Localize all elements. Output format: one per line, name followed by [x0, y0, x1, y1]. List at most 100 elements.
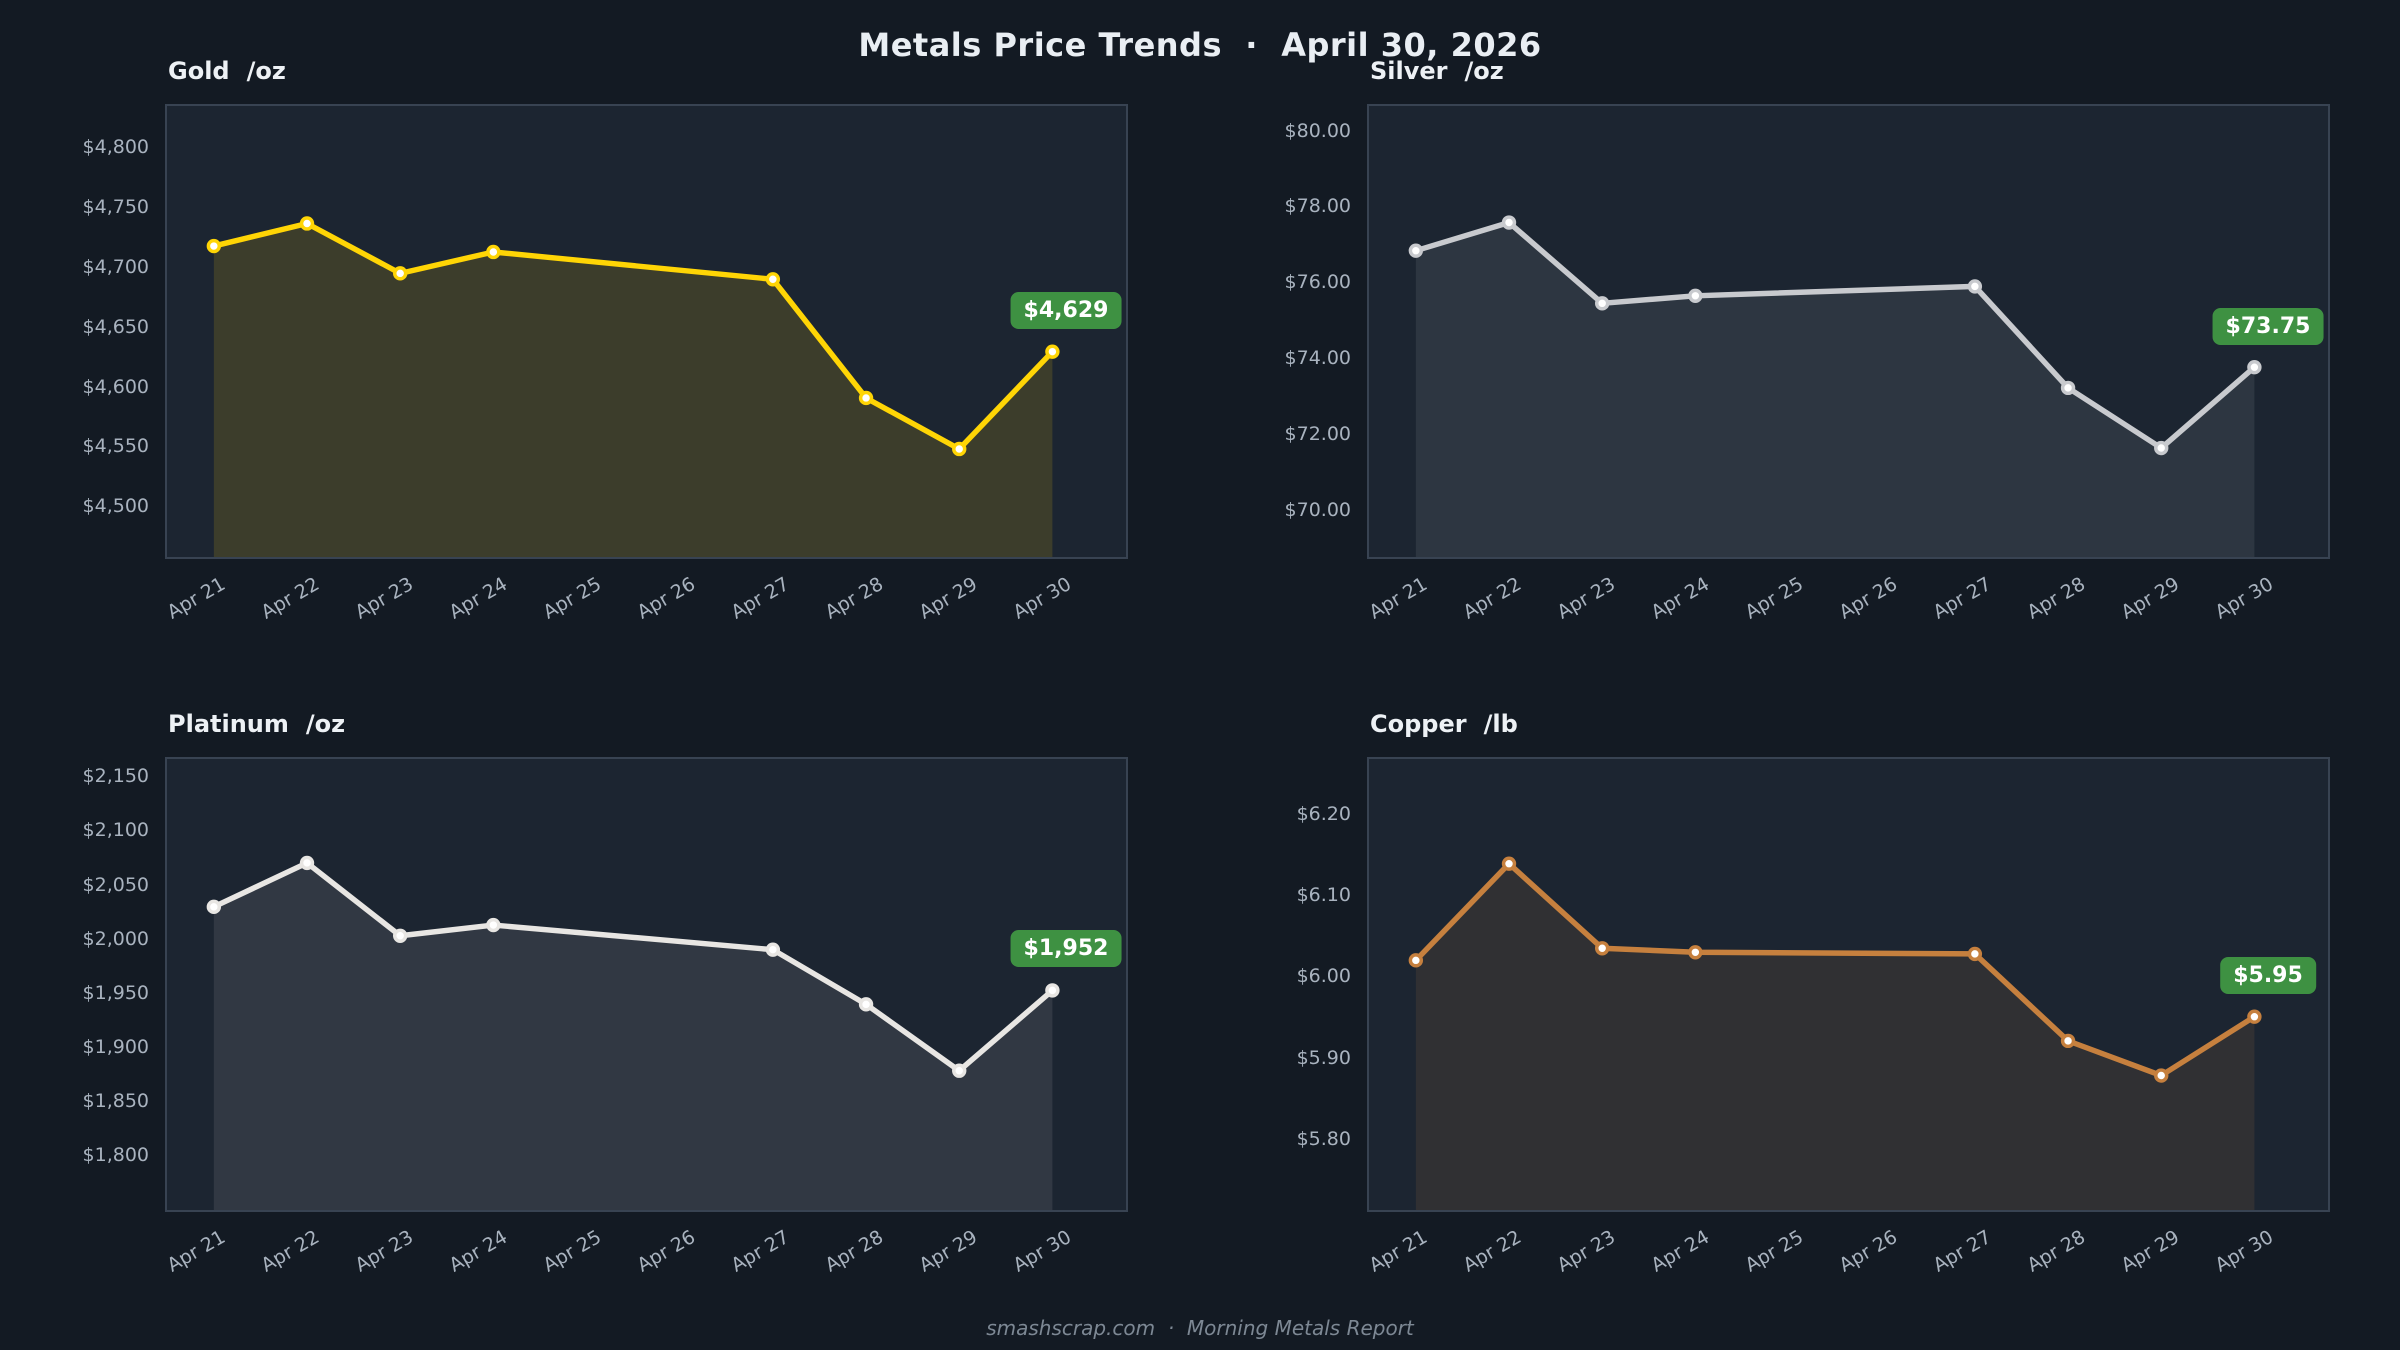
unit-label: /oz [1464, 57, 1504, 85]
x-axis-tick-label: Apr 23 [1553, 1226, 1619, 1277]
area-fill [1415, 863, 2255, 1210]
data-point-marker [2247, 1009, 2262, 1024]
x-axis-tick-label: Apr 27 [1929, 573, 1995, 624]
y-axis-tick-label: $4,750 [82, 195, 149, 218]
price-line-svg [206, 216, 1060, 557]
metal-name: Silver [1370, 57, 1448, 85]
y-axis-tick-label: $2,100 [82, 819, 149, 842]
final-price-badge: $73.75 [2212, 307, 2324, 345]
y-axis-tick-label: $78.00 [1284, 195, 1351, 218]
data-point-marker [2247, 360, 2262, 375]
x-axis-tick-label: Apr 26 [633, 1226, 699, 1277]
plot-area: $73.75 [1367, 104, 2330, 559]
area-fill [213, 862, 1053, 1210]
price-line-svg [1408, 215, 2262, 557]
y-axis: $1,800 $1,850 $1,900 $1,950 $2,000 $2,050 $2,1… [39, 757, 149, 1212]
y-axis-tick-label: $1,850 [82, 1089, 149, 1112]
data-point-marker [2154, 440, 2169, 456]
x-axis-tick-label: Apr 25 [539, 573, 605, 624]
data-point-marker [1594, 296, 1610, 311]
x-axis-tick-label: Apr 25 [1741, 573, 1807, 624]
y-axis-tick-label: $2,050 [82, 873, 149, 896]
x-axis-tick-label: Apr 27 [1929, 1226, 1995, 1277]
x-axis-tick-label: Apr 30 [2211, 573, 2277, 624]
x-axis-tick-label: Apr 22 [257, 573, 323, 624]
y-axis-tick-label: $72.00 [1284, 422, 1351, 445]
x-axis-tick-label: Apr 28 [821, 1226, 887, 1277]
x-axis: Apr 21 Apr 22 Apr 23 Apr 24 Apr 25 Apr 26 Apr … [163, 565, 1128, 655]
data-point-marker [2060, 380, 2076, 396]
data-point-marker [1594, 941, 1610, 956]
x-axis: Apr 21 Apr 22 Apr 23 Apr 24 Apr 25 Apr 26 Apr … [1365, 565, 2330, 655]
data-point-marker [952, 1063, 967, 1078]
x-axis-tick-label: Apr 26 [1835, 1226, 1901, 1277]
chart-title: Gold/oz [168, 56, 286, 86]
data-point-marker [1501, 215, 1517, 230]
area-fill [213, 223, 1053, 557]
y-axis-tick-label: $5.90 [1296, 1046, 1351, 1069]
x-axis-tick-label: Apr 26 [1835, 573, 1901, 624]
x-axis-tick-label: Apr 27 [727, 573, 793, 624]
x-axis-tick-label: Apr 30 [1009, 573, 1075, 624]
y-axis-tick-label: $76.00 [1284, 271, 1351, 294]
x-axis-tick-label: Apr 29 [2117, 573, 2183, 624]
y-axis-tick-label: $6.20 [1296, 802, 1351, 825]
data-point-marker [1688, 945, 1703, 960]
data-point-marker [2060, 1033, 2076, 1049]
final-price-badge: $1,952 [1010, 930, 1122, 968]
x-axis-tick-label: Apr 30 [1009, 1226, 1075, 1277]
data-point-marker [206, 899, 222, 915]
y-axis: $70.00 $72.00 $74.00 $76.00 $78.00 $80.00 [1241, 104, 1351, 559]
x-axis-tick-label: Apr 22 [1459, 1226, 1525, 1277]
data-point-marker [1688, 288, 1703, 303]
plot-area: $1,952 [165, 757, 1128, 1212]
y-axis-tick-label: $5.80 [1296, 1127, 1351, 1150]
plot-area: $5.95 [1367, 757, 2330, 1212]
x-axis-tick-label: Apr 23 [351, 573, 417, 624]
data-point-marker [858, 390, 874, 406]
x-axis-tick-label: Apr 23 [1553, 573, 1619, 624]
x-axis-tick-label: Apr 28 [2023, 1226, 2089, 1277]
y-axis-tick-label: $2,000 [82, 927, 149, 950]
chart-title: Platinum/oz [168, 709, 345, 739]
y-axis-tick-label: $74.00 [1284, 347, 1351, 370]
y-axis-tick-label: $4,800 [82, 136, 149, 159]
data-point-marker [765, 942, 781, 957]
x-axis-tick-label: Apr 29 [2117, 1226, 2183, 1277]
data-point-marker [486, 917, 501, 933]
data-point-marker [858, 997, 874, 1012]
y-axis-tick-label: $80.00 [1284, 119, 1351, 142]
y-axis: $5.80 $5.90 $6.00 $6.10 $6.20 [1241, 757, 1351, 1212]
y-axis-tick-label: $1,900 [82, 1035, 149, 1058]
metal-name: Gold [168, 57, 230, 85]
price-line [1413, 860, 2258, 1079]
y-axis-tick-label: $1,800 [82, 1143, 149, 1166]
price-line-svg [1408, 856, 2262, 1210]
unit-label: /oz [305, 710, 346, 738]
footer-text: smashscrap.com · Morning Metals Report [986, 1316, 1414, 1340]
y-axis-tick-label: $4,700 [82, 255, 149, 278]
x-axis-tick-label: Apr 22 [1459, 573, 1525, 624]
final-price-badge: $4,629 [1010, 291, 1122, 329]
data-point-marker [1408, 953, 1424, 968]
area-fill [1415, 222, 2255, 557]
y-axis-tick-label: $1,950 [82, 981, 149, 1004]
x-axis-tick-label: Apr 29 [915, 1226, 981, 1277]
x-axis-tick-label: Apr 27 [727, 1226, 793, 1277]
chart-title: Copper/lb [1370, 709, 1518, 739]
data-point-marker [392, 266, 408, 281]
x-axis-tick-label: Apr 28 [2023, 573, 2089, 624]
price-line [211, 860, 1056, 1074]
data-point-marker [1501, 856, 1517, 871]
data-point-marker [206, 238, 222, 254]
x-axis-tick-label: Apr 26 [633, 573, 699, 624]
data-point-marker [1967, 946, 1983, 962]
x-axis-tick-label: Apr 21 [163, 1226, 229, 1277]
y-axis-tick-label: $4,650 [82, 315, 149, 338]
y-axis-tick-label: $6.10 [1296, 884, 1351, 907]
data-point-marker [1967, 279, 1983, 294]
data-point-marker [1045, 983, 1060, 998]
x-axis-tick-label: Apr 24 [1647, 573, 1713, 624]
data-point-marker [765, 272, 781, 287]
